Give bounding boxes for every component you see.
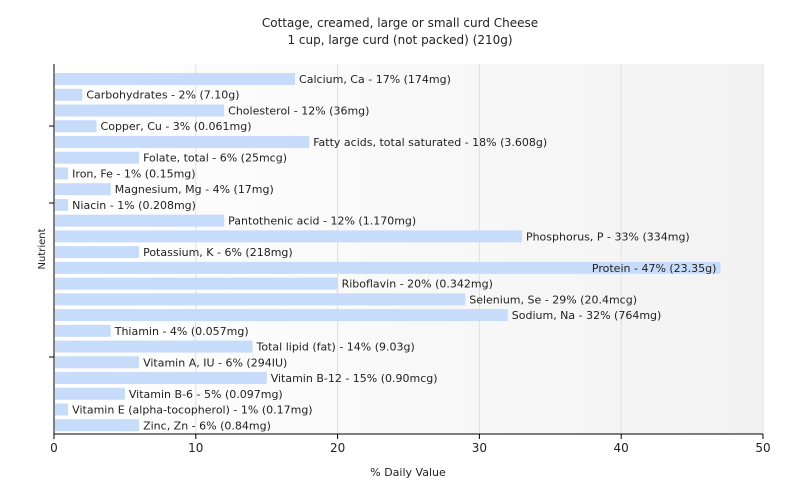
x-axis-label: % Daily Value [370,466,446,479]
bar-label: Protein - 47% (23.35g) [592,262,717,275]
bar-label: Potassium, K - 6% (218mg) [143,246,293,259]
x-tick-label: 20 [330,441,345,455]
chart-subtitle: 1 cup, large curd (not packed) (210g) [287,33,512,47]
chart-title: Cottage, creamed, large or small curd Ch… [262,16,538,30]
bar-label: Carbohydrates - 2% (7.10g) [86,89,239,102]
bar-label: Riboflavin - 20% (0.342mg) [342,278,493,291]
bar-label: Folate, total - 6% (25mcg) [143,152,287,165]
bar-label: Pantothenic acid - 12% (1.170mg) [228,215,416,228]
bar-labels: Calcium, Ca - 17% (174mg) Carbohydrates -… [72,73,716,432]
bar [55,151,140,164]
bar-label: Iron, Fe - 1% (0.15mg) [72,167,195,180]
bar-label: Total lipid (fat) - 14% (9.03g) [256,341,415,354]
bar-label: Fatty acids, total saturated - 18% (3.60… [313,136,547,149]
bar-label: Thiamin - 4% (0.057mg) [114,325,249,338]
bar [55,120,97,133]
bar-label: Sodium, Na - 32% (764mg) [512,309,662,322]
bar [55,198,69,211]
bar [55,403,69,416]
bar [55,324,111,337]
bar [55,309,508,322]
x-tick-label: 50 [755,441,770,455]
bar [55,214,225,227]
x-tick-label: 40 [614,441,629,455]
bar-label: Magnesium, Mg - 4% (17mg) [115,183,274,196]
bar-label: Cholesterol - 12% (36mg) [228,104,369,117]
bar [55,356,140,369]
bar-label: Calcium, Ca - 17% (174mg) [299,73,451,86]
bar-label: Copper, Cu - 3% (0.061mg) [101,120,252,133]
bar [55,387,125,400]
y-axis-label: Nutrient [37,228,48,269]
bar [55,277,338,290]
x-tick-label: 30 [472,441,487,455]
bar-label: Vitamin B-12 - 15% (0.90mcg) [271,372,438,385]
bar [55,104,225,117]
bar-label: Vitamin B-6 - 5% (0.097mg) [129,388,283,401]
bar-label: Vitamin E (alpha-tocopherol) - 1% (0.17m… [72,404,312,417]
x-ticks: 0 10 20 30 40 50 [50,434,771,455]
bar [55,230,522,243]
bar-label: Niacin - 1% (0.208mg) [72,199,196,212]
bar-label: Vitamin A, IU - 6% (294IU) [143,356,287,369]
bar [55,261,721,274]
bar [55,167,69,180]
bar [55,246,140,259]
bar [55,419,140,432]
x-tick-label: 0 [50,441,58,455]
bars [55,73,721,432]
bar-label: Selenium, Se - 29% (20.4mcg) [469,293,637,306]
bar [55,340,253,353]
axes [49,64,763,435]
bar [55,372,267,385]
bar [55,183,111,196]
bar [55,88,83,101]
bar-label: Zinc, Zn - 6% (0.84mg) [143,419,271,432]
bar [55,73,296,85]
bar [55,135,310,148]
x-tick-label: 10 [188,441,203,455]
bar [55,293,466,306]
bar-label: Phosphorus, P - 33% (334mg) [526,230,690,243]
